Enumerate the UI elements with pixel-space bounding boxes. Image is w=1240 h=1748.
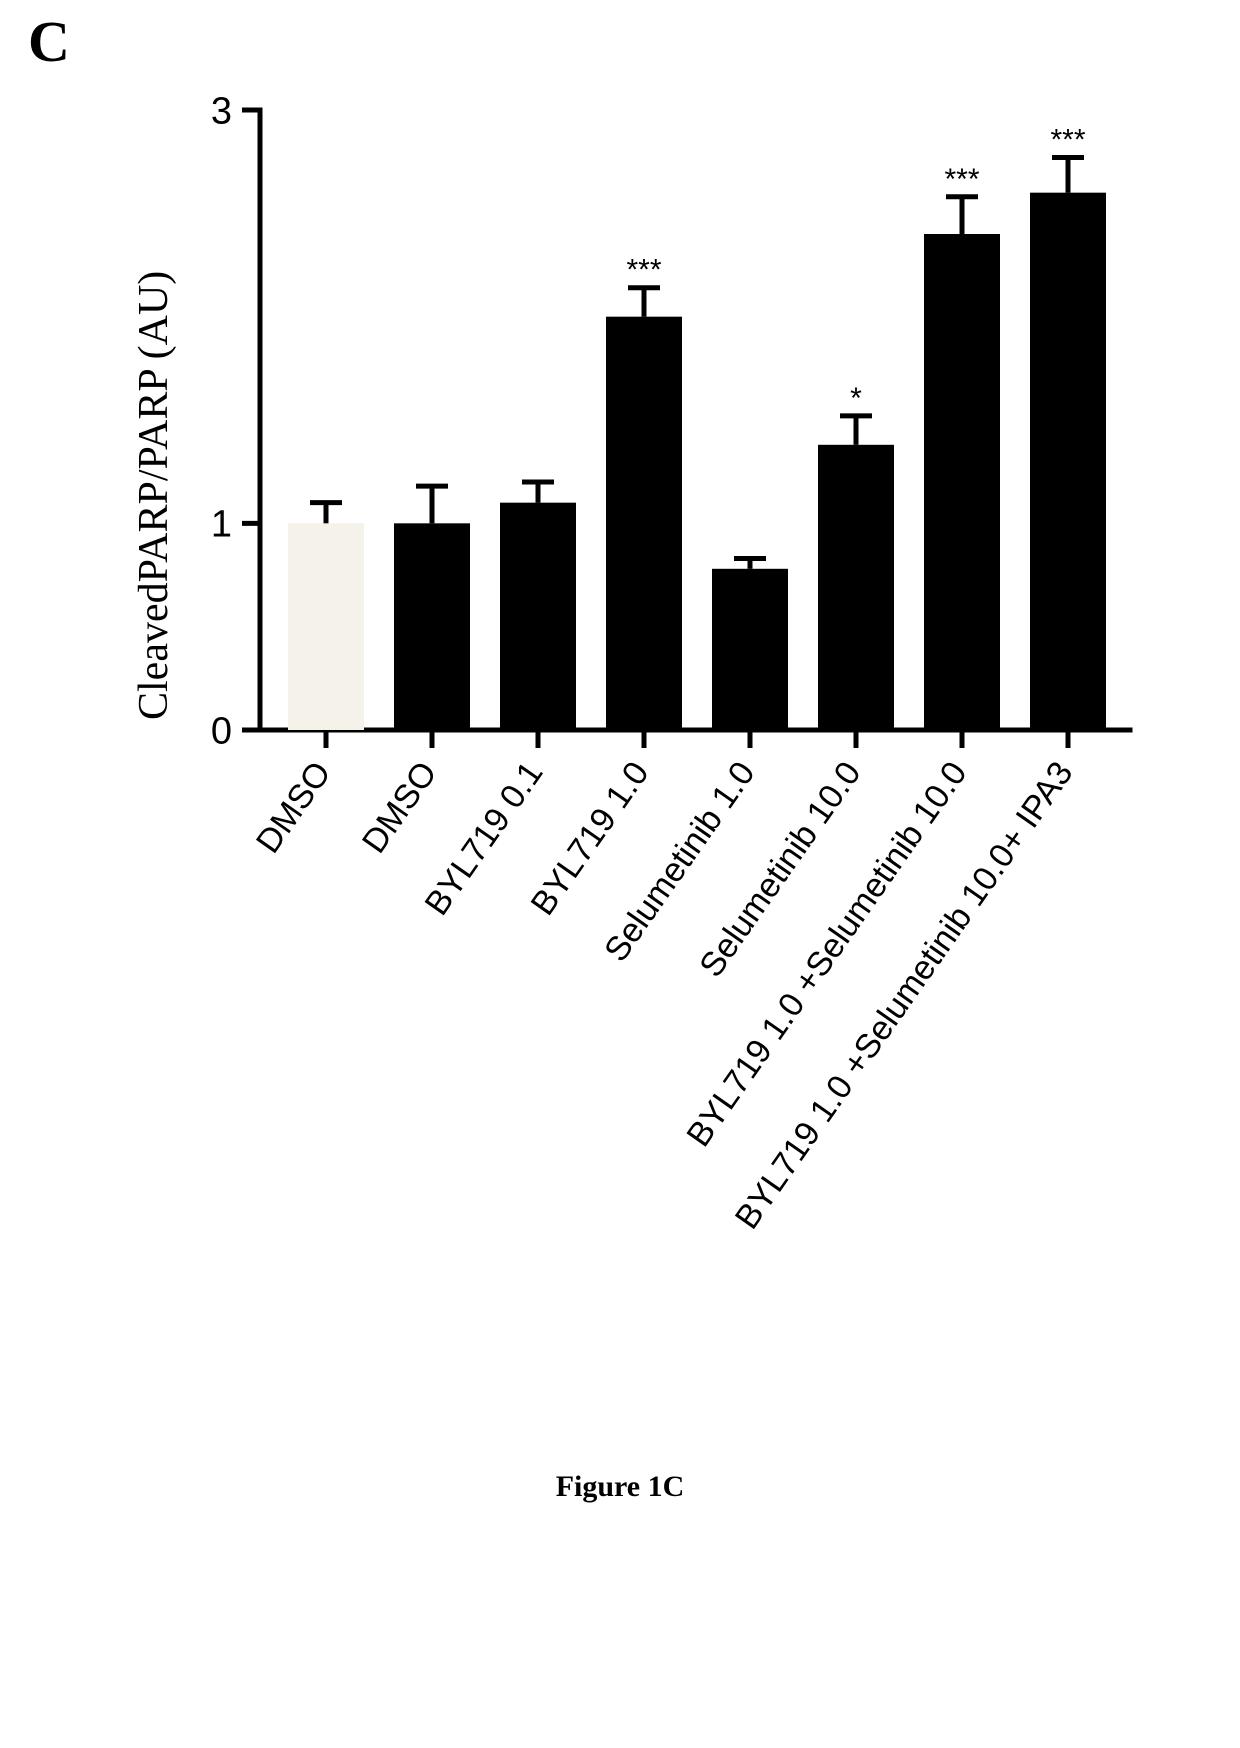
y-tick-label: 3 (211, 90, 232, 132)
significance-marker: *** (626, 254, 661, 287)
bar (288, 523, 364, 730)
bar-chart: 013DMSODMSOBYL719 0.1***BYL719 1.0Selume… (170, 90, 1210, 1350)
y-tick-label: 0 (211, 710, 232, 752)
panel-letter: C (28, 8, 70, 75)
y-tick-label: 1 (211, 504, 232, 546)
significance-marker: *** (1050, 124, 1085, 157)
bar (606, 317, 682, 730)
category-label: DMSO (355, 755, 445, 860)
figure-caption: Figure 1C (0, 1470, 1240, 1504)
bar (394, 523, 470, 730)
bar (818, 445, 894, 730)
page: C CleavedPARP/PARP (AU) 013DMSODMSOBYL71… (0, 0, 1240, 1748)
bar (924, 234, 1000, 730)
significance-marker: *** (944, 163, 979, 196)
bar (1030, 193, 1106, 730)
bar (712, 569, 788, 730)
bar (500, 503, 576, 730)
significance-marker: * (850, 382, 862, 415)
category-label: DMSO (249, 755, 339, 860)
